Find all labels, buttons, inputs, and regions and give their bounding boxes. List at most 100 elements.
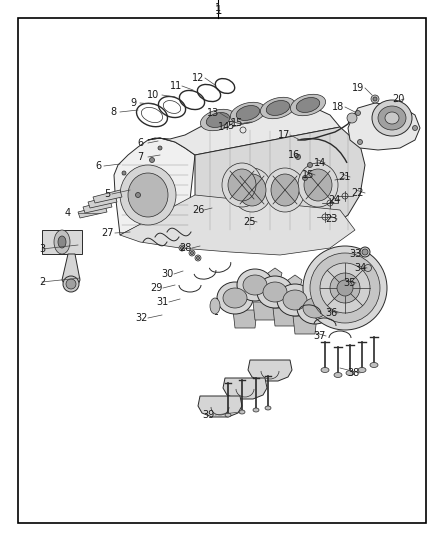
Ellipse shape	[261, 98, 296, 119]
Text: 20: 20	[392, 94, 404, 104]
Ellipse shape	[265, 406, 271, 410]
Ellipse shape	[265, 168, 305, 212]
Circle shape	[371, 95, 379, 103]
Text: 39: 39	[202, 410, 214, 420]
Ellipse shape	[228, 169, 256, 201]
Text: 19: 19	[352, 83, 364, 93]
Circle shape	[180, 246, 184, 249]
Text: 14: 14	[218, 122, 230, 132]
Text: 10: 10	[147, 90, 159, 100]
Text: 36: 36	[325, 308, 337, 318]
Text: 38: 38	[347, 368, 359, 378]
Text: 5: 5	[227, 121, 233, 131]
Circle shape	[179, 245, 185, 251]
Ellipse shape	[54, 230, 70, 254]
Polygon shape	[83, 200, 112, 213]
Text: 6: 6	[95, 161, 101, 171]
Text: 25: 25	[244, 217, 256, 227]
Polygon shape	[78, 205, 107, 218]
Ellipse shape	[385, 112, 399, 124]
Text: 24: 24	[328, 195, 340, 205]
Ellipse shape	[378, 106, 406, 130]
Ellipse shape	[237, 269, 273, 301]
Polygon shape	[198, 396, 242, 417]
Polygon shape	[233, 310, 257, 328]
Text: 32: 32	[135, 313, 147, 323]
Polygon shape	[293, 316, 317, 334]
Polygon shape	[88, 195, 117, 208]
Text: 12: 12	[192, 73, 204, 83]
Ellipse shape	[303, 298, 327, 318]
Circle shape	[360, 247, 370, 257]
Ellipse shape	[297, 292, 333, 324]
Polygon shape	[114, 138, 195, 235]
Polygon shape	[93, 190, 122, 203]
Circle shape	[149, 157, 155, 163]
Ellipse shape	[201, 109, 236, 131]
Ellipse shape	[222, 163, 262, 207]
Circle shape	[296, 155, 300, 159]
Ellipse shape	[263, 282, 287, 302]
Circle shape	[337, 280, 353, 296]
Ellipse shape	[296, 98, 320, 112]
Text: 33: 33	[349, 249, 361, 259]
Ellipse shape	[236, 106, 260, 120]
Circle shape	[310, 253, 380, 323]
Text: 13: 13	[207, 108, 219, 118]
Text: 17: 17	[278, 130, 290, 140]
Circle shape	[158, 146, 162, 150]
Circle shape	[357, 140, 363, 144]
Circle shape	[373, 97, 377, 101]
Circle shape	[63, 276, 79, 292]
Ellipse shape	[290, 94, 325, 116]
Text: 14: 14	[314, 158, 326, 168]
Text: 21: 21	[338, 172, 350, 182]
Text: 34: 34	[354, 263, 366, 273]
Circle shape	[364, 264, 371, 271]
Text: 23: 23	[325, 214, 337, 224]
Text: 2: 2	[39, 277, 45, 287]
Ellipse shape	[225, 413, 231, 417]
Circle shape	[347, 113, 357, 123]
Polygon shape	[273, 308, 297, 326]
Text: 26: 26	[192, 205, 204, 215]
Polygon shape	[262, 268, 282, 288]
Polygon shape	[42, 230, 82, 254]
Text: 30: 30	[161, 269, 173, 279]
Circle shape	[356, 110, 360, 116]
Polygon shape	[195, 127, 365, 238]
Ellipse shape	[358, 367, 366, 373]
Ellipse shape	[128, 173, 168, 217]
Text: 5: 5	[104, 189, 110, 199]
Ellipse shape	[238, 174, 266, 206]
Ellipse shape	[372, 100, 412, 136]
Ellipse shape	[370, 362, 378, 367]
Ellipse shape	[266, 101, 290, 116]
Circle shape	[307, 163, 312, 167]
Text: 22: 22	[352, 188, 364, 198]
Ellipse shape	[257, 276, 293, 308]
Ellipse shape	[58, 236, 66, 248]
Text: 7: 7	[137, 152, 143, 162]
Ellipse shape	[277, 284, 313, 316]
Text: 16: 16	[288, 150, 300, 160]
Ellipse shape	[243, 275, 267, 295]
Polygon shape	[242, 280, 262, 300]
Polygon shape	[148, 105, 340, 155]
Text: 31: 31	[156, 297, 168, 307]
Polygon shape	[282, 275, 302, 295]
Circle shape	[413, 125, 417, 131]
Text: 6: 6	[137, 138, 143, 148]
Circle shape	[197, 256, 199, 260]
Circle shape	[330, 273, 360, 303]
Ellipse shape	[298, 163, 338, 207]
Text: 4: 4	[65, 208, 71, 218]
Polygon shape	[348, 103, 420, 150]
Circle shape	[189, 250, 195, 256]
Ellipse shape	[271, 174, 299, 206]
Circle shape	[303, 246, 387, 330]
Ellipse shape	[334, 373, 342, 377]
Ellipse shape	[206, 112, 230, 127]
Text: 11: 11	[170, 81, 182, 91]
Ellipse shape	[223, 288, 247, 308]
